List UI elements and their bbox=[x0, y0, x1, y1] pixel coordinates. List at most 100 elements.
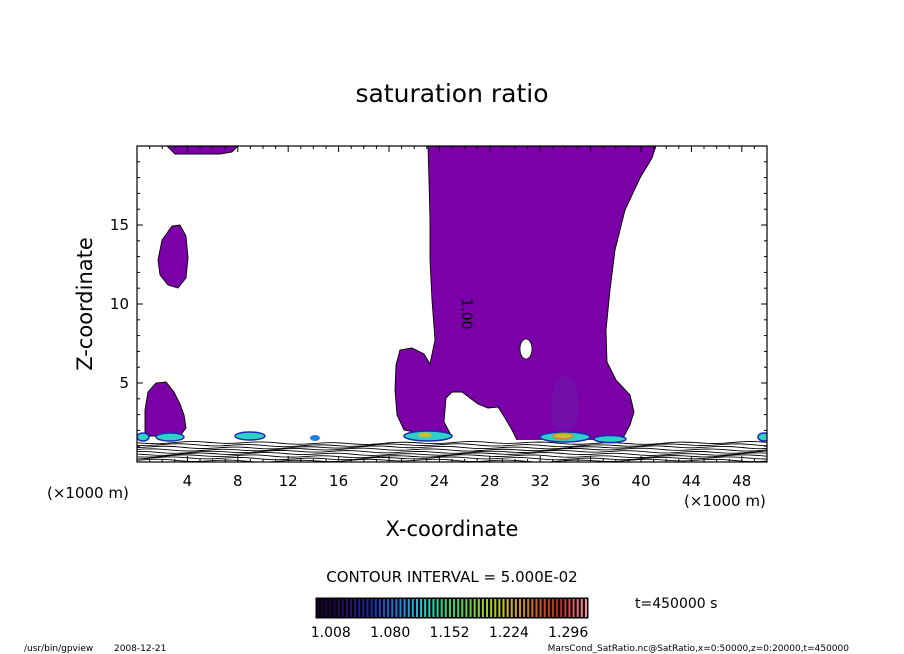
colorbar-cell bbox=[382, 599, 386, 617]
x-tick-label: 24 bbox=[430, 472, 449, 490]
x-tick-label: 44 bbox=[682, 472, 701, 490]
colorbar-cell bbox=[498, 599, 501, 617]
x-unit-left-label: (×1000 m) bbox=[47, 484, 129, 502]
colorbar-cell bbox=[424, 599, 427, 617]
y-tick-label: 10 bbox=[110, 295, 129, 313]
surface-contour-line bbox=[137, 458, 767, 462]
colorbar-cell bbox=[325, 599, 328, 617]
bottom-contour-lines bbox=[137, 441, 767, 462]
colorbar-cell bbox=[465, 599, 468, 617]
colorbar-cell bbox=[457, 599, 460, 617]
footer-date: 2008-12-21 bbox=[114, 644, 166, 654]
colorbar-cell bbox=[584, 599, 587, 617]
colorbar: 1.008 1.080 1.152 1.224 1.296 bbox=[311, 597, 589, 641]
colorbar-cell bbox=[420, 599, 423, 617]
surface-contour-line bbox=[137, 452, 767, 456]
colorbar-cell bbox=[551, 599, 554, 617]
colorbar-cell bbox=[329, 599, 332, 617]
colorbar-cell bbox=[378, 599, 381, 617]
colorbar-cell bbox=[415, 599, 418, 617]
colorbar-cell bbox=[395, 599, 398, 617]
colorbar-cell bbox=[391, 599, 394, 617]
colorbar-cell bbox=[490, 599, 493, 617]
x-tick-label: 8 bbox=[233, 472, 243, 490]
patch-3 bbox=[234, 431, 266, 441]
colorbar-cell bbox=[350, 599, 353, 617]
time-label: t=450000 s bbox=[635, 596, 717, 612]
plume-hole bbox=[519, 338, 533, 360]
colorbar-cell bbox=[527, 599, 530, 617]
colorbar-labels: 1.008 1.080 1.152 1.224 1.296 bbox=[311, 625, 589, 641]
colorbar-cell bbox=[444, 599, 447, 617]
surface-contour-line bbox=[137, 447, 767, 452]
colorbar-cell bbox=[461, 599, 464, 617]
colorbar-cell bbox=[333, 599, 336, 617]
colorbar-cell bbox=[407, 599, 410, 617]
colorbar-cell bbox=[518, 599, 522, 617]
y-tick-label: 15 bbox=[110, 216, 129, 234]
colorbar-cell bbox=[341, 599, 344, 617]
colorbar-cell bbox=[317, 599, 320, 617]
patch-2 bbox=[137, 432, 150, 442]
surface-contour-line bbox=[137, 456, 767, 461]
colorbar-cell bbox=[514, 599, 517, 617]
colorbar-cell bbox=[539, 599, 542, 617]
colorbar-cell bbox=[403, 599, 406, 617]
colorbar-frame bbox=[315, 597, 589, 619]
colorbar-cell bbox=[494, 599, 497, 617]
x-tick-label: 20 bbox=[379, 472, 398, 490]
y-axis-title: Z-coordinate bbox=[73, 237, 97, 371]
colorbar-cell bbox=[436, 599, 439, 617]
colorbar-cell bbox=[556, 599, 559, 617]
patch-8 bbox=[757, 432, 767, 442]
colorbar-cell bbox=[453, 599, 456, 617]
x-tick-label: 28 bbox=[480, 472, 499, 490]
x-tick-label: 4 bbox=[183, 472, 193, 490]
surface-contour-line bbox=[137, 449, 767, 454]
colorbar-tick-label: 1.008 bbox=[311, 625, 351, 641]
colorbar-tick-label: 1.080 bbox=[370, 625, 410, 641]
x-tick-label: 48 bbox=[732, 472, 751, 490]
x-tick-label: 12 bbox=[279, 472, 298, 490]
y-tick-label: 5 bbox=[119, 374, 129, 392]
colorbar-cell bbox=[448, 599, 451, 617]
x-unit-right-label: (×1000 m) bbox=[684, 492, 766, 510]
patch-5-core bbox=[552, 432, 574, 440]
patch-6 bbox=[593, 434, 627, 444]
surface-contour-line bbox=[137, 443, 767, 448]
surface-contour-line bbox=[137, 445, 767, 450]
footer-source: MarsCond_SatRatio.nc@SatRatio,x=0:50000,… bbox=[548, 644, 850, 654]
colorbar-cell bbox=[337, 599, 340, 617]
colorbar-cell bbox=[580, 599, 583, 617]
colorbar-cell bbox=[523, 599, 526, 617]
contour-label: 1.00 bbox=[458, 298, 474, 329]
patch-1 bbox=[155, 432, 185, 442]
colorbar-cell bbox=[366, 599, 369, 617]
colorbar-cell bbox=[506, 599, 509, 617]
colorbar-cell bbox=[531, 599, 534, 617]
colorbar-cell bbox=[473, 599, 476, 617]
colorbar-cell bbox=[432, 599, 435, 617]
colorbar-cell bbox=[370, 599, 373, 617]
colorbar-cell bbox=[362, 599, 365, 617]
colorbar-cell bbox=[560, 599, 563, 617]
inner-core bbox=[551, 375, 579, 435]
colorbar-cell bbox=[547, 599, 550, 617]
colorbar-cell bbox=[440, 599, 443, 617]
colorbar-cell bbox=[354, 599, 357, 617]
colorbar-cell bbox=[345, 599, 348, 617]
colorbar-cell bbox=[543, 599, 546, 617]
contour-interval: CONTOUR INTERVAL = 5.000E-02 bbox=[326, 568, 577, 586]
colorbar-cell bbox=[564, 599, 567, 617]
colorbar-cell bbox=[502, 599, 505, 617]
colorbar-cell bbox=[469, 599, 472, 617]
footer-path: /usr/bin/gpview bbox=[24, 644, 93, 654]
x-tick-label: 16 bbox=[329, 472, 348, 490]
upper-blob-region bbox=[157, 224, 189, 289]
y-axis: 5 10 15 bbox=[110, 145, 767, 463]
colorbar-cell bbox=[481, 599, 484, 617]
colorbar-tick-label: 1.152 bbox=[429, 625, 469, 641]
x-axis: 4 8 12 16 20 24 28 32 36 40 44 48 bbox=[136, 146, 768, 490]
colorbar-cell bbox=[568, 599, 571, 617]
